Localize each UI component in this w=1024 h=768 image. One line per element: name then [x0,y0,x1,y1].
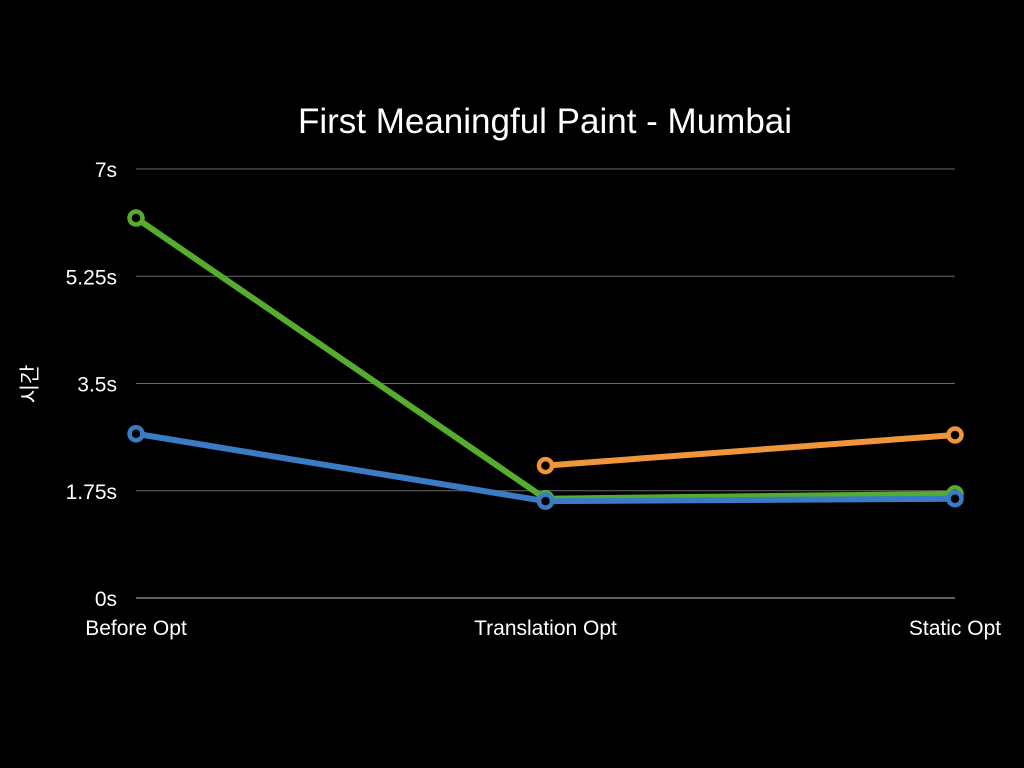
y-tick-label: 0s [95,588,117,611]
chart-title: First Meaningful Paint - Mumbai [298,102,792,141]
x-tick-labels: Before Opt Translation Opt Static Opt [85,617,1001,640]
y-tick-label: 1.75s [66,481,117,504]
data-point-marker [946,426,964,444]
x-tick-label: Static Opt [909,617,1001,640]
y-tick-label: 3.5s [77,374,117,397]
data-point-marker [536,456,555,475]
y-axis-label: 시간 [19,365,42,404]
data-point-marker [536,492,555,510]
data-point-marker [127,209,145,227]
gridlines [136,168,955,599]
data-point-marker [946,489,964,508]
series-line-0 [542,431,958,469]
y-tick-label: 7s [95,159,117,182]
data-markers [127,209,964,510]
x-tick-label: Translation Opt [474,617,617,640]
y-tick-labels: 0s 1.75s 3.5s 5.25s 7s [66,159,117,611]
data-point-marker [127,425,145,443]
y-tick-label: 5.25s [66,266,117,289]
x-tick-label: Before Opt [85,617,187,640]
